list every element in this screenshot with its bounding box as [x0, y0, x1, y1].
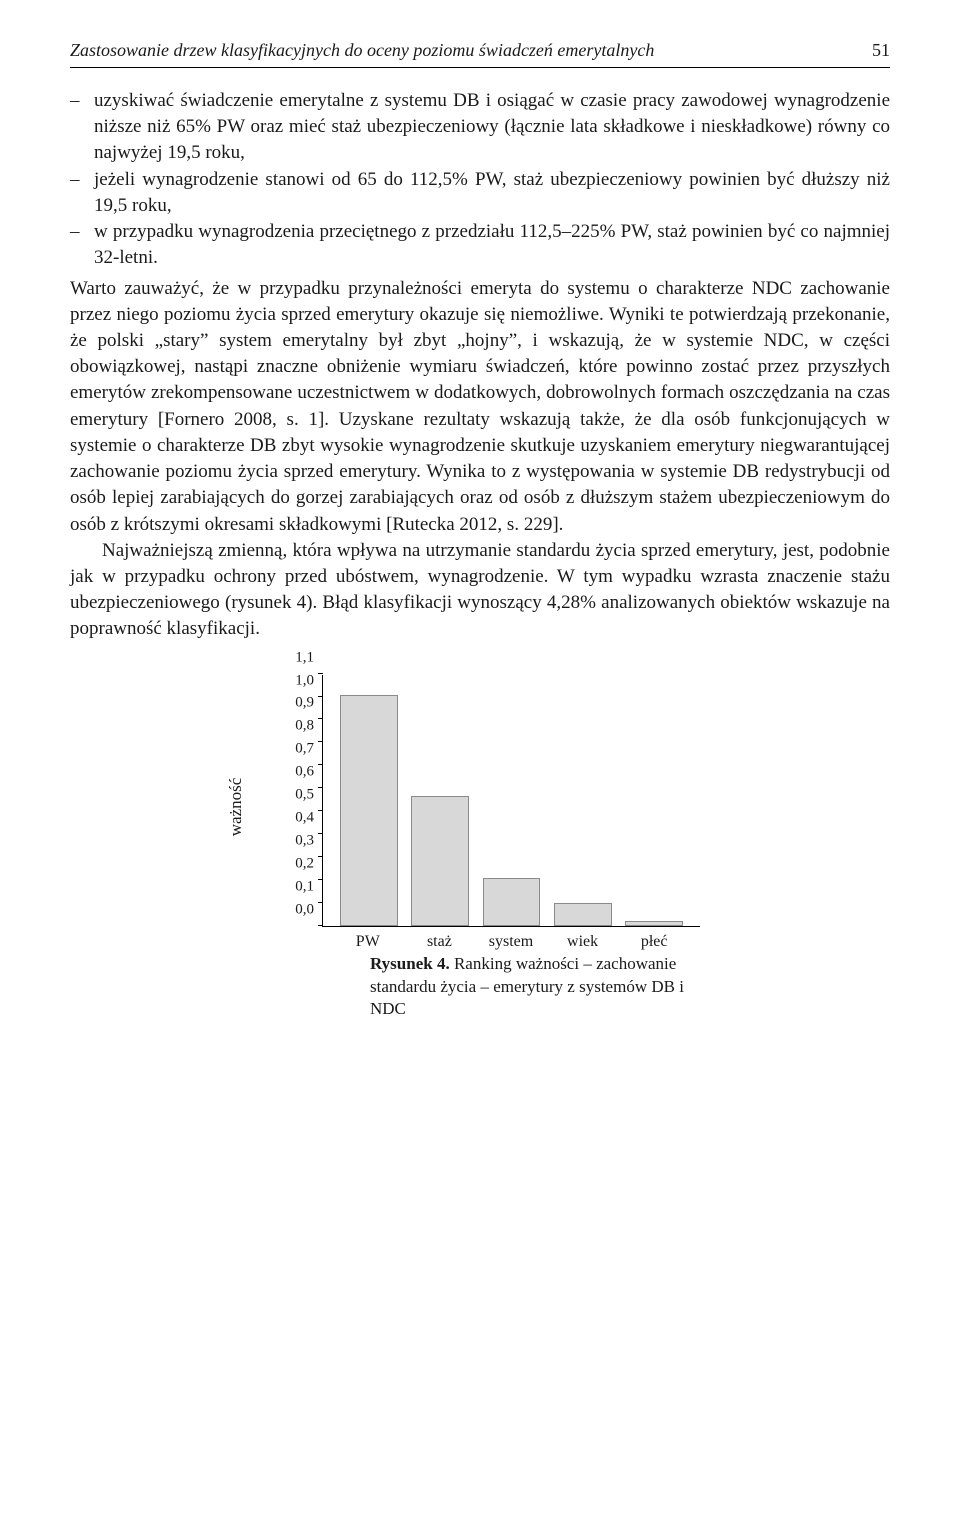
y-tick-label: 0,8 — [274, 718, 314, 735]
x-tick-label: wiek — [547, 933, 619, 951]
bar — [411, 796, 469, 926]
x-axis-labels: PWstażsystemwiekpłeć — [322, 933, 700, 951]
bullet-item: uzyskiwać świadczenie emerytalne z syste… — [70, 88, 890, 167]
bar — [554, 903, 612, 926]
y-tick-mark — [318, 902, 323, 903]
caption-label: Rysunek 4. — [370, 954, 450, 973]
bar — [483, 878, 541, 926]
y-tick-mark — [318, 879, 323, 880]
running-title: Zastosowanie drzew klasyfikacyjnych do o… — [70, 40, 852, 61]
bar-slot — [619, 675, 690, 926]
x-tick-label: PW — [332, 933, 404, 951]
bar-slot — [547, 675, 618, 926]
paragraph: Najważniejszą zmienną, która wpływa na u… — [70, 538, 890, 643]
bar-slot — [404, 675, 475, 926]
y-tick-mark — [318, 787, 323, 788]
y-tick-label: 0,2 — [274, 855, 314, 872]
y-tick-mark — [318, 673, 323, 674]
y-tick-mark — [318, 925, 323, 926]
y-tick-label: 0,6 — [274, 764, 314, 781]
x-tick-label: staż — [404, 933, 476, 951]
y-axis-label: ważność — [226, 777, 246, 836]
x-tick-label: system — [475, 933, 547, 951]
bar-slot — [476, 675, 547, 926]
bullet-item: w przypadku wynagrodzenia przeciętnego z… — [70, 219, 890, 271]
y-tick-label: 0,4 — [274, 809, 314, 826]
y-tick-label: 0,1 — [274, 878, 314, 895]
y-tick-label: 0,7 — [274, 741, 314, 758]
running-header: Zastosowanie drzew klasyfikacyjnych do o… — [70, 40, 890, 68]
y-tick-label: 0,9 — [274, 695, 314, 712]
bar-chart: ważność 0,00,10,20,30,40,50,60,70,80,91,… — [250, 667, 710, 947]
paragraph: Warto zauważyć, że w przypadku przynależ… — [70, 276, 890, 538]
y-tick-label: 0,0 — [274, 901, 314, 918]
y-tick-mark — [318, 833, 323, 834]
importance-chart: ważność 0,00,10,20,30,40,50,60,70,80,91,… — [250, 667, 710, 1022]
bar — [625, 921, 683, 925]
y-tick-label: 1,0 — [274, 672, 314, 689]
bar-slot — [333, 675, 404, 926]
y-tick-mark — [318, 856, 323, 857]
page: Zastosowanie drzew klasyfikacyjnych do o… — [0, 0, 960, 1081]
bullet-list: uzyskiwać świadczenie emerytalne z syste… — [70, 88, 890, 272]
page-number: 51 — [872, 40, 890, 61]
y-tick-mark — [318, 718, 323, 719]
y-axis-ticks: 0,00,10,20,30,40,50,60,70,80,91,01,1 — [274, 667, 314, 947]
figure-caption: Rysunek 4. Ranking ważności – zachowanie… — [370, 953, 710, 1022]
bullet-item: jeżeli wynagrodzenie stanowi od 65 do 11… — [70, 167, 890, 219]
y-tick-mark — [318, 696, 323, 697]
bar — [340, 695, 398, 925]
y-tick-label: 1,1 — [274, 649, 314, 666]
x-tick-label: płeć — [618, 933, 690, 951]
y-tick-mark — [318, 741, 323, 742]
y-tick-mark — [318, 810, 323, 811]
y-tick-mark — [318, 764, 323, 765]
bars-container — [323, 675, 700, 926]
y-tick-label: 0,5 — [274, 787, 314, 804]
y-tick-label: 0,3 — [274, 832, 314, 849]
plot-area — [322, 675, 700, 927]
